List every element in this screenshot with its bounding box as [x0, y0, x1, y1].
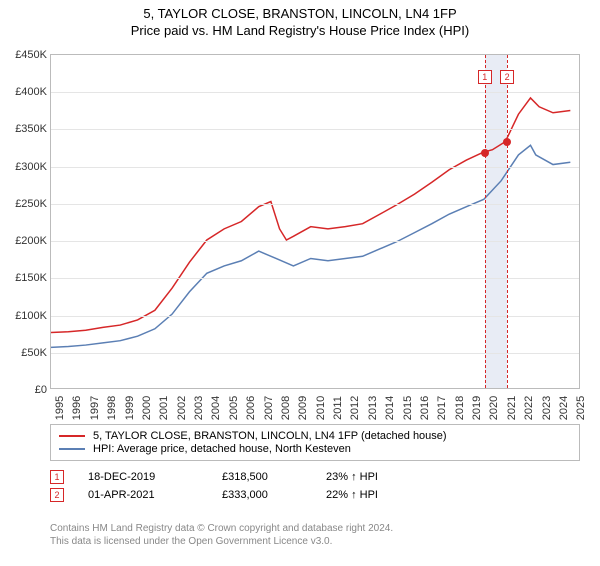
y-axis-label: £0 — [3, 384, 47, 396]
x-axis-label: 2000 — [141, 396, 153, 420]
x-axis-label: 2010 — [315, 396, 327, 420]
marker-guideline — [507, 55, 508, 388]
x-axis-label: 2014 — [384, 396, 396, 420]
transaction-diff: 23% ↑ HPI — [326, 471, 426, 483]
table-row: 2 01-APR-2021 £333,000 22% ↑ HPI — [50, 488, 580, 502]
marker-box: 1 — [478, 70, 492, 84]
chart-subtitle: Price paid vs. HM Land Registry's House … — [0, 23, 600, 38]
gridline — [51, 167, 579, 168]
legend-swatch — [59, 448, 85, 450]
x-axis-label: 2012 — [349, 396, 361, 420]
chart-title: 5, TAYLOR CLOSE, BRANSTON, LINCOLN, LN4 … — [0, 6, 600, 21]
x-axis-label: 2025 — [575, 396, 587, 420]
gridline — [51, 316, 579, 317]
x-axis-label: 2022 — [523, 396, 535, 420]
legend-swatch — [59, 435, 85, 437]
table-row: 1 18-DEC-2019 £318,500 23% ↑ HPI — [50, 470, 580, 484]
x-axis-label: 2018 — [454, 396, 466, 420]
legend-box: 5, TAYLOR CLOSE, BRANSTON, LINCOLN, LN4 … — [50, 424, 580, 461]
marker-guideline — [485, 55, 486, 388]
transaction-marker: 2 — [50, 488, 64, 502]
x-axis-label: 2016 — [419, 396, 431, 420]
chart-plot-area: £0£50K£100K£150K£200K£250K£300K£350K£400… — [50, 54, 580, 389]
legend-label: 5, TAYLOR CLOSE, BRANSTON, LINCOLN, LN4 … — [93, 430, 447, 442]
transaction-price: £318,500 — [222, 471, 302, 483]
footer-line: Contains HM Land Registry data © Crown c… — [50, 522, 580, 535]
gridline — [51, 241, 579, 242]
legend-label: HPI: Average price, detached house, Nort… — [93, 443, 351, 455]
x-axis-label: 2015 — [402, 396, 414, 420]
legend-item: HPI: Average price, detached house, Nort… — [59, 443, 571, 455]
legend-item: 5, TAYLOR CLOSE, BRANSTON, LINCOLN, LN4 … — [59, 430, 571, 442]
x-axis-label: 2009 — [297, 396, 309, 420]
y-axis-label: £400K — [3, 86, 47, 98]
series-line — [51, 98, 570, 333]
y-axis-label: £450K — [3, 49, 47, 61]
x-axis-label: 2021 — [506, 396, 518, 420]
x-axis-label: 2020 — [488, 396, 500, 420]
gridline — [51, 278, 579, 279]
x-axis-label: 2003 — [193, 396, 205, 420]
x-axis-label: 1998 — [106, 396, 118, 420]
gridline — [51, 353, 579, 354]
x-axis-label: 2019 — [471, 396, 483, 420]
transaction-diff: 22% ↑ HPI — [326, 489, 426, 501]
y-axis-label: £50K — [3, 347, 47, 359]
y-axis-label: £200K — [3, 235, 47, 247]
x-axis-label: 2002 — [176, 396, 188, 420]
transaction-price: £333,000 — [222, 489, 302, 501]
x-axis-label: 2023 — [541, 396, 553, 420]
x-axis-label: 1997 — [89, 396, 101, 420]
gridline — [51, 92, 579, 93]
x-axis-label: 2007 — [263, 396, 275, 420]
x-axis-label: 1995 — [54, 396, 66, 420]
x-axis-label: 2011 — [332, 396, 344, 420]
gridline — [51, 129, 579, 130]
footer-attribution: Contains HM Land Registry data © Crown c… — [50, 522, 580, 548]
x-axis-label: 2001 — [158, 396, 170, 420]
y-axis-label: £300K — [3, 161, 47, 173]
x-axis-label: 2024 — [558, 396, 570, 420]
transaction-date: 01-APR-2021 — [88, 489, 198, 501]
chart-svg — [51, 55, 579, 388]
x-axis-label: 2008 — [280, 396, 292, 420]
x-axis-label: 2004 — [210, 396, 222, 420]
x-axis-label: 2005 — [228, 396, 240, 420]
y-axis-label: £150K — [3, 272, 47, 284]
y-axis-label: £350K — [3, 123, 47, 135]
y-axis-label: £100K — [3, 310, 47, 322]
marker-box: 2 — [500, 70, 514, 84]
gridline — [51, 204, 579, 205]
transaction-date: 18-DEC-2019 — [88, 471, 198, 483]
x-axis-label: 2017 — [436, 396, 448, 420]
footer-line: This data is licensed under the Open Gov… — [50, 535, 580, 548]
transaction-marker: 1 — [50, 470, 64, 484]
series-line — [51, 145, 570, 347]
transactions-table: 1 18-DEC-2019 £318,500 23% ↑ HPI 2 01-AP… — [50, 470, 580, 506]
marker-dot — [481, 149, 489, 157]
marker-dot — [503, 138, 511, 146]
x-axis-label: 2006 — [245, 396, 257, 420]
x-axis-label: 1999 — [124, 396, 136, 420]
y-axis-label: £250K — [3, 198, 47, 210]
x-axis-label: 2013 — [367, 396, 379, 420]
x-axis-label: 1996 — [71, 396, 83, 420]
